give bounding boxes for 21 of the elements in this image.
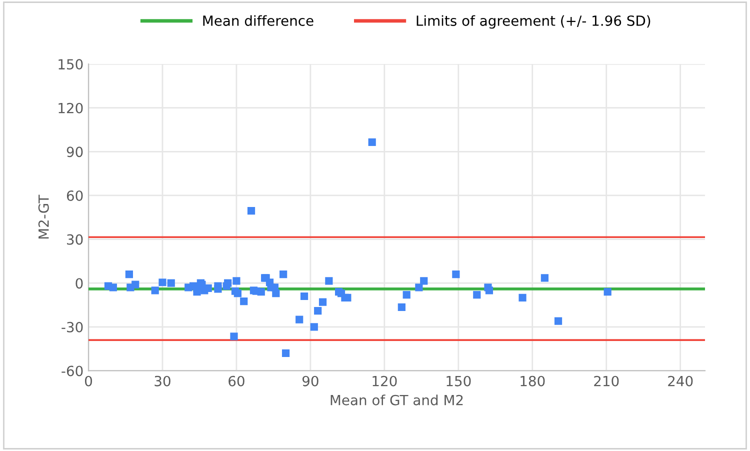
legend-label: Mean difference (203, 15, 314, 26)
x-tick-label: 210 (594, 376, 619, 386)
y-tick-label: 30 (67, 234, 83, 245)
y-tick-label: -30 (62, 322, 83, 332)
x-tick-label: 120 (372, 376, 397, 386)
x-tick-label: 150 (446, 376, 471, 386)
y-tick-label: 120 (58, 102, 83, 114)
y-tick-label: 90 (66, 146, 83, 158)
x-tick-label: 0 (84, 376, 92, 386)
x-tick-label: 90 (302, 376, 318, 386)
x-axis-title: Mean of GT and M2 (330, 394, 463, 406)
x-tick-label: 60 (228, 376, 244, 386)
y-tick-label: 60 (66, 190, 83, 201)
y-tick-label: 0 (76, 278, 83, 289)
legend-label: Limits of agreement (+/- 1.96 SD) (416, 15, 650, 29)
x-tick-label: 240 (668, 376, 693, 386)
x-tick-label: 180 (520, 376, 545, 386)
x-tick-label: 30 (154, 376, 170, 386)
y-tick-label: 150 (58, 59, 83, 70)
y-axis-title: M2-GT (38, 194, 49, 239)
y-tick-label: -60 (62, 366, 83, 376)
